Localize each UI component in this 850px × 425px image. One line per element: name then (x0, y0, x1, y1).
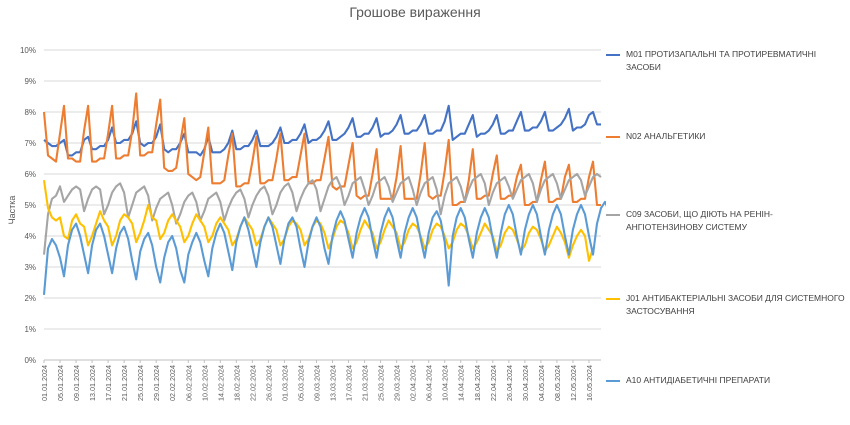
legend-item: A10 АНТИДІАБЕТИЧНІ ПРЕПАРАТИ (606, 374, 850, 387)
x-tick-label: 17.01.2024 (104, 365, 113, 401)
x-tick-label: 22.04.2024 (489, 365, 498, 401)
x-tick-label: 05.01.2024 (56, 365, 65, 401)
x-tick-label: 06.04.2024 (425, 365, 434, 401)
y-tick-label: 0% (24, 356, 36, 365)
series-line-2 (42, 92, 601, 207)
legend: M01 ПРОТИЗАПАЛЬНІ ТА ПРОТИРЕВМАТИЧНІ ЗАС… (606, 0, 850, 425)
series-line-1 (43, 104, 601, 157)
legend-swatch (606, 214, 620, 216)
y-tick-label: 7% (24, 139, 36, 148)
x-tick-label: 29.01.2024 (152, 365, 161, 401)
legend-label: A10 АНТИДІАБЕТИЧНІ ПРЕПАРАТИ (626, 375, 771, 385)
legend-item: N02 АНАЛЬГЕТИКИ (606, 130, 850, 143)
x-tick-label: 13.03.2024 (329, 365, 338, 401)
y-tick-label: 3% (24, 263, 36, 272)
x-tick-label: 26.02.2024 (264, 365, 273, 401)
x-tick-label: 14.04.2024 (457, 365, 466, 401)
legend-swatch (606, 136, 620, 138)
y-tick-label: 4% (24, 232, 36, 241)
x-tick-label: 04.05.2024 (537, 365, 546, 401)
x-tick-label: 18.04.2024 (473, 365, 482, 401)
legend-swatch (606, 298, 620, 300)
x-tick-label: 29.03.2024 (393, 365, 402, 401)
legend-swatch (606, 380, 620, 382)
x-tick-label: 21.01.2024 (120, 365, 129, 401)
legend-item: J01 АНТИБАКТЕРІАЛЬНІ ЗАСОБИ ДЛЯ СИСТЕМНО… (606, 292, 850, 318)
x-tick-label: 08.05.2024 (553, 365, 562, 401)
y-tick-label: 10% (20, 46, 36, 55)
chart-title: Грошове вираження (349, 4, 481, 20)
legend-label: M01 ПРОТИЗАПАЛЬНІ ТА ПРОТИРЕВМАТИЧНІ ЗАС… (626, 49, 817, 72)
x-tick-label: 02.04.2024 (409, 365, 418, 401)
x-tick-label: 05.03.2024 (296, 365, 305, 401)
x-tick-label: 12.05.2024 (569, 365, 578, 401)
y-tick-label: 1% (24, 325, 36, 334)
legend-label: J01 АНТИБАКТЕРІАЛЬНІ ЗАСОБИ ДЛЯ СИСТЕМНО… (626, 293, 845, 316)
x-tick-label: 13.01.2024 (88, 365, 97, 401)
y-tick-label: 8% (24, 108, 36, 117)
x-tick-label: 01.03.2024 (280, 365, 289, 401)
y-tick-label: 6% (24, 170, 36, 179)
x-tick-label: 06.02.2024 (184, 365, 193, 401)
legend-item: C09 ЗАСОБИ, ЩО ДІЮТЬ НА РЕНІН-АНГІОТЕНЗИ… (606, 208, 850, 234)
x-tick-label: 01.01.2024 (40, 365, 49, 401)
series-line-3 (42, 172, 602, 255)
x-tick-label: 26.04.2024 (505, 365, 514, 401)
legend-label: N02 АНАЛЬГЕТИКИ (626, 131, 706, 141)
x-tick-label: 10.02.2024 (200, 365, 209, 401)
x-tick-label: 25.01.2024 (136, 365, 145, 401)
x-tick-label: 16.05.2024 (585, 365, 594, 401)
x-tick-label: 18.02.2024 (232, 365, 241, 401)
y-tick-label: 9% (24, 77, 36, 86)
x-tick-label: 17.03.2024 (345, 365, 354, 401)
legend-label: C09 ЗАСОБИ, ЩО ДІЮТЬ НА РЕНІН-АНГІОТЕНЗИ… (626, 209, 773, 232)
plot-area: 0% 1% 2% 3% 4% 5% 6% 7% 8% 9% 10% 01.01.2024 05.01.2… (20, 46, 606, 401)
x-tick-label: 21.03.2024 (361, 365, 370, 401)
y-tick-label: 5% (24, 201, 36, 210)
x-tick-label: 09.01.2024 (72, 365, 81, 401)
x-tick-label: 14.02.2024 (216, 365, 225, 401)
y-tick-label: 2% (24, 294, 36, 303)
x-tick-label: 22.02.2024 (248, 365, 257, 401)
x-tick-label: 10.04.2024 (441, 365, 450, 401)
x-tick-label: 02.02.2024 (168, 365, 177, 401)
x-tick-label: 09.03.2024 (312, 365, 321, 401)
legend-swatch (606, 54, 620, 56)
x-tick-label: 30.04.2024 (521, 365, 530, 401)
x-tick-label: 25.03.2024 (377, 365, 386, 401)
legend-item: M01 ПРОТИЗАПАЛЬНІ ТА ПРОТИРЕВМАТИЧНІ ЗАС… (606, 48, 850, 74)
series-line-5 (42, 200, 606, 295)
